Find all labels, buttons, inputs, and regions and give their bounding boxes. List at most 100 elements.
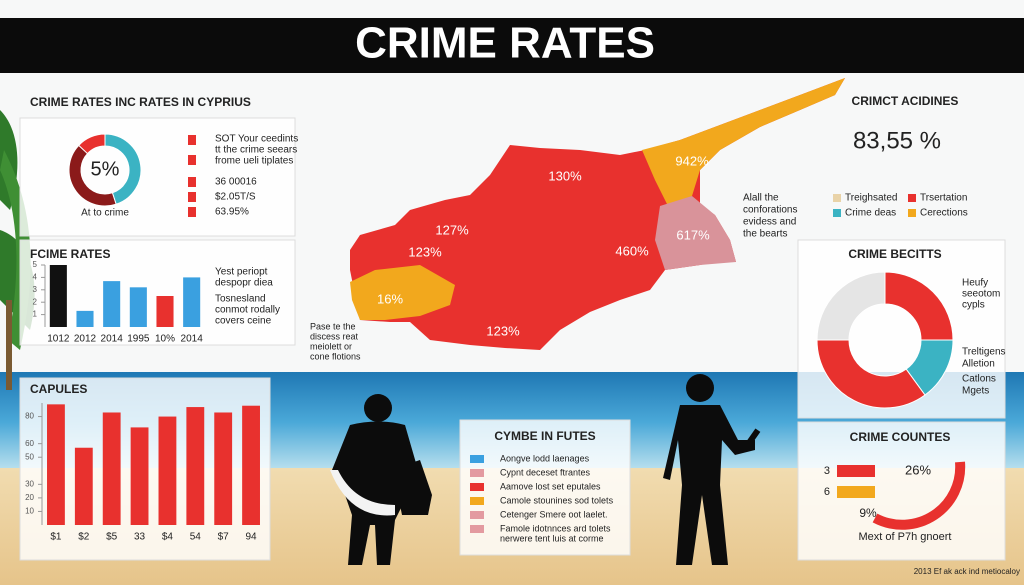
map-note: discess reat [310, 331, 359, 341]
map-note: evidess and [743, 217, 796, 228]
row-label: 3 [824, 465, 830, 477]
pie-note: seeotom [962, 289, 1000, 300]
bar [102, 412, 121, 525]
x-tick-label: 2014 [101, 334, 124, 345]
note-line: Yest periopt [215, 267, 268, 278]
map-note: meiolett or [310, 341, 352, 351]
panel-title: CRIME COUNTES [850, 430, 951, 444]
pie-note: Alletion [962, 359, 995, 370]
y-tick-label: 30 [25, 479, 34, 488]
map-label: 123% [408, 244, 442, 259]
map-note: cone flotions [310, 351, 361, 361]
footer: 2013 Ef ak ack ind metiocaloy [914, 567, 1020, 576]
row-label: 6 [824, 486, 830, 498]
legend-swatch [470, 511, 484, 519]
donut-segment [816, 339, 926, 409]
summary-markers [188, 135, 196, 217]
pie-note: Mgets [962, 386, 989, 397]
legend-label: Treighsated [845, 193, 897, 204]
legend-label: nerwere tent luis at corme [500, 533, 604, 543]
legend-swatch [470, 525, 484, 533]
row-swatch [837, 486, 875, 498]
legend-label: Cerections [920, 208, 968, 219]
x-tick-label: $2 [78, 532, 90, 543]
legend-label: Aamove lost set eputales [500, 481, 601, 491]
panel-title: CRIMCT ACIDINES [852, 94, 959, 108]
note-line: Tosnesland [215, 294, 266, 305]
panel-title: CRIME RATES INC RATES IN CYPRIUS [30, 95, 251, 109]
map-label: 127% [435, 222, 469, 237]
y-tick-label: 60 [25, 439, 34, 448]
x-tick-label: 2012 [74, 334, 97, 345]
pie-note: Treltigens [962, 347, 1006, 358]
x-tick-label: $1 [50, 532, 62, 543]
x-tick-label: 54 [190, 532, 202, 543]
y-tick-label: 4 [33, 273, 38, 282]
y-tick-label: 80 [25, 412, 34, 421]
donut-segment [78, 133, 106, 155]
x-tick-label: 10% [155, 334, 175, 345]
bar [74, 447, 93, 525]
bar [158, 416, 177, 525]
legend-label: Crime deas [845, 208, 896, 219]
map-label: 123% [486, 323, 520, 338]
summary-line: tt the crime seears [215, 145, 297, 156]
x-tick-label: $4 [162, 532, 174, 543]
pie-note: cypls [962, 300, 985, 311]
big-value: 83,55 % [853, 127, 941, 154]
map-label: 942% [675, 153, 709, 168]
summary-line: 36 00016 [215, 177, 257, 188]
map-note: Pase te the [310, 321, 356, 331]
legend-label: Cetenger Smere oot laelet. [500, 509, 608, 519]
bar [129, 287, 147, 327]
bar [103, 281, 121, 327]
map-label: 617% [676, 227, 710, 242]
summary-line: $2.05T/S [215, 192, 256, 203]
pie-note: Heufy [962, 278, 988, 289]
panel [797, 421, 1006, 561]
donut-segment [816, 271, 886, 341]
panel-title: CYMBE IN FUTES [494, 429, 595, 443]
bar [242, 405, 260, 525]
legend-swatch [470, 469, 484, 477]
header-bar [0, 18, 1024, 73]
map-note: conforations [743, 205, 797, 216]
summary-line: SOT Your ceedints [215, 134, 298, 145]
pct-label: 26% [905, 462, 931, 477]
panel-title: CRIME BECITTS [848, 247, 941, 261]
summary-line: 63.95% [215, 207, 249, 218]
summary-line: frome ueli tiplates [215, 156, 293, 167]
donut-label: 5% [91, 158, 120, 180]
bar [49, 265, 67, 327]
x-tick-label: 33 [134, 532, 146, 543]
y-tick-label: 50 [25, 452, 34, 461]
caption: At to crime [81, 208, 129, 219]
legend-swatch [470, 455, 484, 463]
legend-label: Cypnt deceset ftrantes [500, 467, 591, 477]
legend-swatch [470, 483, 484, 491]
header-title: CRIME RATES [355, 19, 655, 68]
map-label: 460% [615, 243, 649, 258]
y-tick-label: 10 [25, 507, 34, 516]
silhouette [330, 374, 761, 565]
bar [214, 412, 233, 525]
pct-label: 9% [859, 506, 877, 520]
legend-label: Trsertation [920, 193, 967, 204]
panel-title: FCIME RATES [30, 247, 110, 261]
bar [47, 404, 65, 525]
legend-label: Aongve lodd laenages [500, 453, 590, 463]
note-line: covers ceine [215, 316, 272, 327]
map-label: 130% [548, 168, 582, 183]
legend-swatch [833, 209, 841, 217]
bar [156, 296, 174, 327]
legend-swatch [908, 194, 916, 202]
y-tick-label: 1 [33, 310, 38, 319]
y-tick-label: 20 [25, 493, 34, 502]
map [350, 78, 845, 350]
legend-swatch [908, 209, 916, 217]
x-tick-label: 2014 [181, 334, 204, 345]
legend-swatch [833, 194, 841, 202]
x-tick-label: 1995 [127, 334, 150, 345]
y-tick-label: 3 [33, 285, 38, 294]
